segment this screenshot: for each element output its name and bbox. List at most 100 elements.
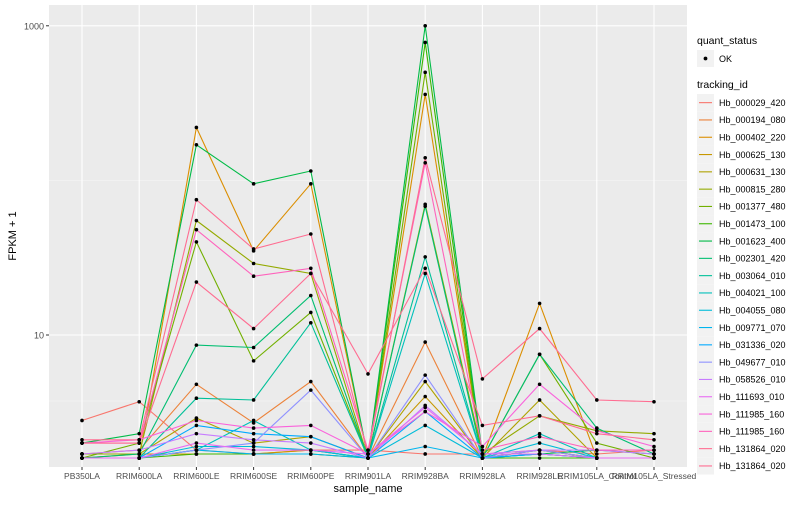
data-point xyxy=(251,431,256,436)
legend-label: Hb_111985_160 xyxy=(719,427,784,437)
legend-label: Hb_000402_220 xyxy=(719,132,786,142)
data-point xyxy=(309,388,313,392)
legend-label: Hb_111693_010 xyxy=(719,392,784,402)
data-point xyxy=(652,456,656,460)
legend-label: Hb_000815_280 xyxy=(719,184,786,194)
data-point xyxy=(251,326,256,331)
data-point xyxy=(137,448,141,452)
legend-label: Hb_049677_010 xyxy=(719,357,786,367)
data-point xyxy=(423,405,428,410)
data-point xyxy=(251,418,256,423)
legend-label: Hb_003064_010 xyxy=(719,271,786,281)
data-point xyxy=(423,423,428,428)
data-point xyxy=(251,274,256,279)
data-point xyxy=(537,326,542,331)
data-point xyxy=(137,441,141,445)
data-point xyxy=(423,155,428,160)
data-point xyxy=(194,423,199,428)
data-point xyxy=(309,452,313,456)
data-point xyxy=(194,444,199,449)
data-point xyxy=(80,418,84,423)
data-point xyxy=(423,340,428,344)
data-point xyxy=(480,452,485,456)
data-point xyxy=(251,247,256,251)
data-point xyxy=(537,456,542,460)
data-point xyxy=(194,142,199,147)
data-point xyxy=(423,204,428,209)
legend-label: Hb_000625_130 xyxy=(719,150,786,160)
data-point xyxy=(309,271,313,276)
data-point xyxy=(309,182,313,186)
data-point xyxy=(423,452,428,456)
legend-label: Hb_009771_070 xyxy=(719,323,786,333)
data-point xyxy=(309,310,313,315)
data-point xyxy=(194,448,199,452)
data-point xyxy=(309,448,313,452)
x-tick-label: RRIM928LA xyxy=(459,471,506,481)
data-point xyxy=(595,456,599,460)
data-point xyxy=(537,431,542,436)
data-point xyxy=(251,448,256,452)
legend-label: Hb_111985_160 xyxy=(719,409,784,419)
data-point xyxy=(194,431,199,436)
data-point xyxy=(80,456,84,460)
data-point xyxy=(194,452,199,456)
x-tick-label: RRIM901LA xyxy=(345,471,392,481)
data-point xyxy=(251,437,256,442)
data-point xyxy=(194,197,199,202)
legend-title-quant-status: quant_status xyxy=(697,35,757,47)
data-point xyxy=(480,423,485,428)
data-point xyxy=(423,394,428,399)
data-point xyxy=(194,396,199,401)
legend-label: Hb_002301_420 xyxy=(719,254,786,264)
data-point xyxy=(423,23,428,28)
data-point xyxy=(423,40,428,45)
legend-label: Hb_001623_400 xyxy=(719,236,786,246)
legend-label: Hb_131864_020 xyxy=(719,444,786,454)
data-point xyxy=(366,448,370,452)
data-point xyxy=(309,379,313,384)
data-point xyxy=(309,441,313,445)
data-point xyxy=(595,448,599,452)
legend-title-tracking-id: tracking_id xyxy=(697,79,748,91)
data-point xyxy=(423,444,428,449)
data-point xyxy=(537,434,542,439)
data-point xyxy=(309,293,313,298)
data-point xyxy=(194,125,199,130)
data-point xyxy=(537,448,542,452)
legend-label: Hb_000631_130 xyxy=(719,167,786,177)
x-tick-label: RRIM600SE xyxy=(230,471,278,481)
data-point xyxy=(309,232,313,236)
data-point xyxy=(366,452,370,456)
data-point xyxy=(652,437,656,442)
data-point xyxy=(537,452,542,456)
data-point xyxy=(652,431,656,436)
data-point xyxy=(652,444,656,449)
legend-label: Hb_131864_020 xyxy=(719,461,786,471)
data-point xyxy=(423,373,428,377)
legend-label: Hb_004055_080 xyxy=(719,305,786,315)
legend-point-key xyxy=(703,56,708,61)
x-tick-label: RRIM600PE xyxy=(287,471,335,481)
data-point xyxy=(423,92,428,97)
data-point xyxy=(194,343,199,347)
data-point xyxy=(537,441,542,445)
data-point xyxy=(595,429,599,433)
x-axis-title: sample_name xyxy=(333,483,402,495)
data-point xyxy=(366,456,370,460)
data-point xyxy=(194,218,199,223)
data-point xyxy=(309,320,313,325)
x-tick-label: RRIM600LA xyxy=(116,471,163,481)
x-tick-label: RRIM105LA_Control xyxy=(558,471,637,481)
data-point xyxy=(137,452,141,456)
x-tick-label: RRIM928BA xyxy=(402,471,450,481)
data-point xyxy=(194,418,199,423)
data-point xyxy=(251,426,256,430)
data-point xyxy=(595,441,599,445)
data-point xyxy=(537,414,542,418)
data-point xyxy=(251,441,256,445)
data-point xyxy=(595,452,599,456)
legend-label: Hb_004021_100 xyxy=(719,288,786,298)
